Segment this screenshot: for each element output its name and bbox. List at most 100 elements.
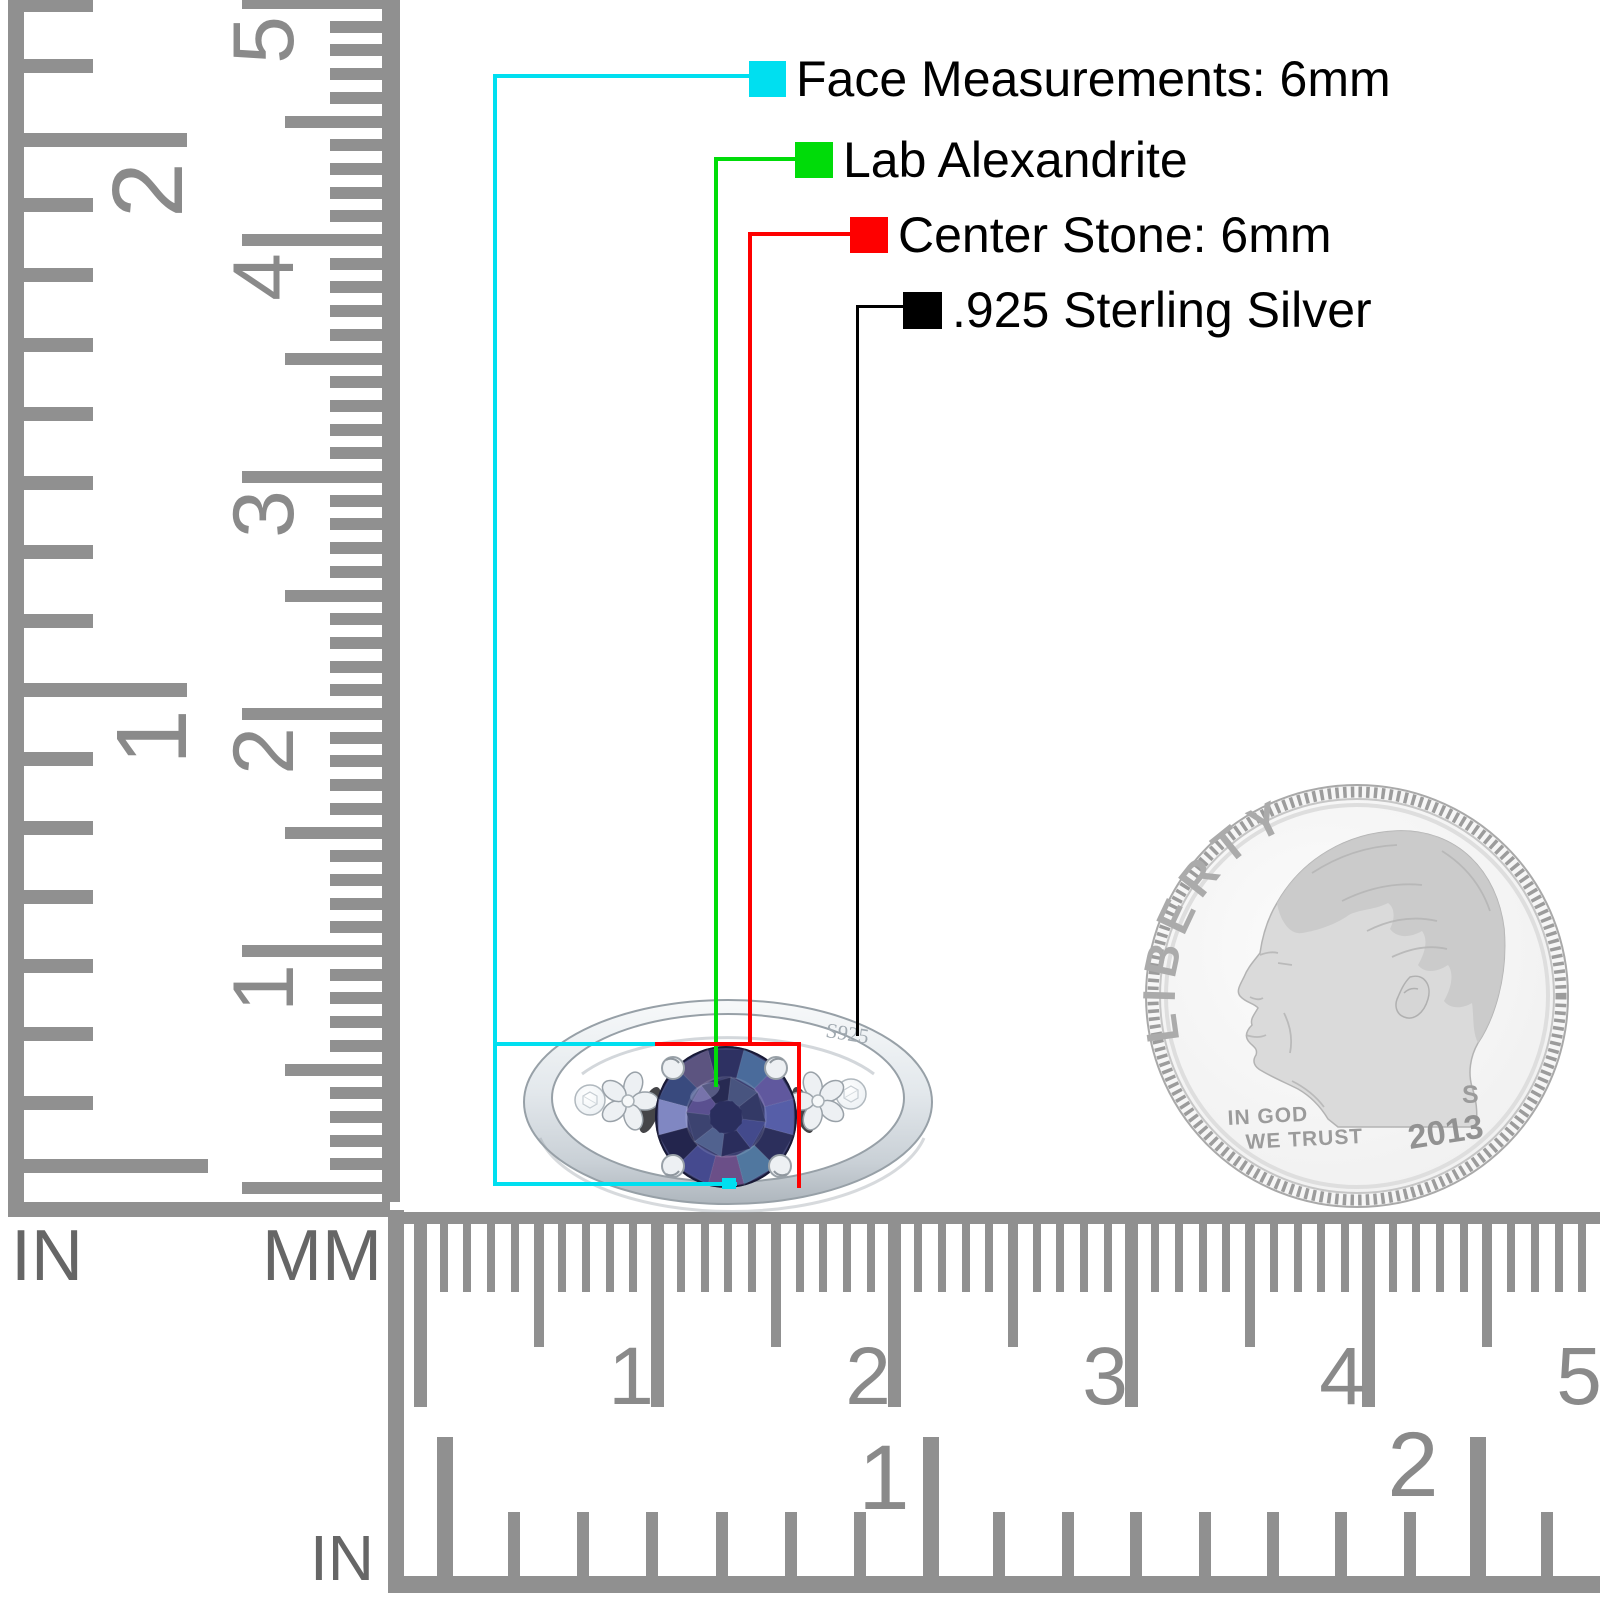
ruler-tick <box>1317 1224 1326 1292</box>
ruler-tick <box>24 959 93 973</box>
ruler-tick <box>330 1158 382 1171</box>
ruler-tick <box>1056 1224 1065 1292</box>
horizontal-mm-ruler-top-bar <box>388 1212 1600 1224</box>
ruler-tick <box>330 613 382 626</box>
ruler-tick <box>937 1224 946 1292</box>
center-stone-swatch <box>850 217 888 253</box>
ruler-tick <box>914 1224 923 1292</box>
ruler-tick <box>24 476 93 490</box>
ruler-tick <box>330 660 382 673</box>
legend-row-metal: .925 Sterling Silver <box>903 281 1372 339</box>
ruler-tick <box>285 1063 382 1076</box>
ruler-tick <box>785 1512 797 1576</box>
ruler-tick <box>330 91 382 104</box>
ruler-tick <box>242 234 382 246</box>
ruler-tick <box>24 407 93 421</box>
ruler-tick <box>330 376 382 389</box>
ruler-tick <box>510 1224 519 1292</box>
roosevelt-profile <box>1237 830 1506 1128</box>
ruler-tick <box>242 0 382 9</box>
vertical-inch-ruler-edge <box>8 0 24 1202</box>
ruler-tick <box>242 471 382 483</box>
stone-type-callout-vertical <box>714 157 718 1087</box>
flower-left <box>601 1071 659 1131</box>
ruler-tick <box>676 1224 685 1292</box>
ruler-tick <box>1470 1437 1486 1576</box>
ruler-tick <box>330 281 382 294</box>
metal-label: .925 Sterling Silver <box>952 282 1372 338</box>
ruler-tick <box>1267 1512 1279 1576</box>
ruler-tick <box>330 542 382 555</box>
ruler-tick <box>24 1159 208 1173</box>
ruler-tick <box>330 44 382 57</box>
vertical-mm-ruler-edge <box>382 0 400 1202</box>
ruler-tick <box>961 1224 970 1292</box>
ruler-tick <box>1578 1224 1587 1292</box>
side-stone-left <box>574 1084 606 1116</box>
ruler-tick <box>24 0 93 12</box>
ruler-tick <box>330 139 382 152</box>
ruler-tick <box>330 68 382 81</box>
ruler-tick <box>330 1039 382 1052</box>
ruler-tick <box>1032 1224 1041 1292</box>
ruler-tick <box>330 873 382 886</box>
ruler-tick <box>463 1224 472 1292</box>
ruler-tick <box>1554 1224 1563 1292</box>
ruler-tick <box>330 494 382 507</box>
face-callout-end-square <box>722 1178 736 1189</box>
ruler-tick <box>285 589 382 602</box>
ruler-number: 2 <box>1387 1414 1439 1516</box>
ruler-tick <box>716 1512 728 1576</box>
ruler-tick <box>439 1224 448 1292</box>
ruler-tick <box>993 1512 1005 1576</box>
ruler-number: 3 <box>1082 1331 1128 1422</box>
center-stone-bracket-horizontal <box>655 1042 801 1046</box>
dime-image: LIBERTY IN GOD WE TRUST S 2013 <box>1133 784 1569 1208</box>
ruler-tick <box>330 20 382 33</box>
coin-motto-line1: IN GOD <box>1227 1103 1309 1130</box>
ruler-number: 1 <box>96 709 208 765</box>
horizontal-inch-unit-label: IN <box>310 1522 374 1594</box>
ruler-tick <box>1404 1512 1416 1576</box>
ruler-tick <box>330 518 382 531</box>
ruler-number: 1 <box>216 964 312 1012</box>
ruler-tick <box>1388 1224 1397 1292</box>
ruler-tick <box>330 779 382 792</box>
ruler-tick <box>923 1437 939 1576</box>
ruler-tick <box>1541 1512 1553 1576</box>
ruler-tick <box>24 198 93 212</box>
ruler-tick <box>1151 1224 1160 1292</box>
ruler-tick <box>285 826 382 839</box>
ruler-tick <box>1175 1224 1184 1292</box>
vertical-inch-unit-label: IN <box>11 1216 83 1296</box>
ruler-tick <box>285 352 382 365</box>
center-stone-bracket-vertical <box>797 1042 801 1188</box>
ruler-tick <box>330 992 382 1005</box>
stone-type-callout-horizontal <box>716 157 795 161</box>
ruler-tick <box>330 850 382 863</box>
ruler-tick <box>605 1224 614 1292</box>
ruler-tick <box>330 968 382 981</box>
ruler-tick <box>330 210 382 223</box>
ruler-number: 2 <box>92 162 204 218</box>
ruler-tick <box>508 1512 520 1576</box>
ruler-tick <box>1293 1224 1302 1292</box>
ruler-tick <box>242 945 382 957</box>
ruler-tick <box>629 1224 638 1292</box>
ruler-tick <box>1199 1512 1211 1576</box>
horizontal-inch-ruler-bottom-bar <box>388 1576 1600 1593</box>
ruler-tick <box>1341 1224 1350 1292</box>
ring-image: S925 <box>523 999 934 1214</box>
face-callout-bottom-tick <box>493 1182 737 1186</box>
ruler-tick <box>819 1224 828 1292</box>
ruler-tick <box>330 1134 382 1147</box>
ruler-number: 4 <box>1319 1331 1365 1422</box>
center-stone <box>655 1046 797 1188</box>
face-callout-line-vertical <box>493 74 497 1186</box>
ruler-tick <box>437 1437 453 1576</box>
ruler-tick <box>1482 1224 1493 1347</box>
ruler-tick <box>330 423 382 436</box>
center-stone-callout-horizontal <box>750 232 850 236</box>
ruler-tick <box>24 268 93 282</box>
ruler-number: 5 <box>216 16 312 64</box>
